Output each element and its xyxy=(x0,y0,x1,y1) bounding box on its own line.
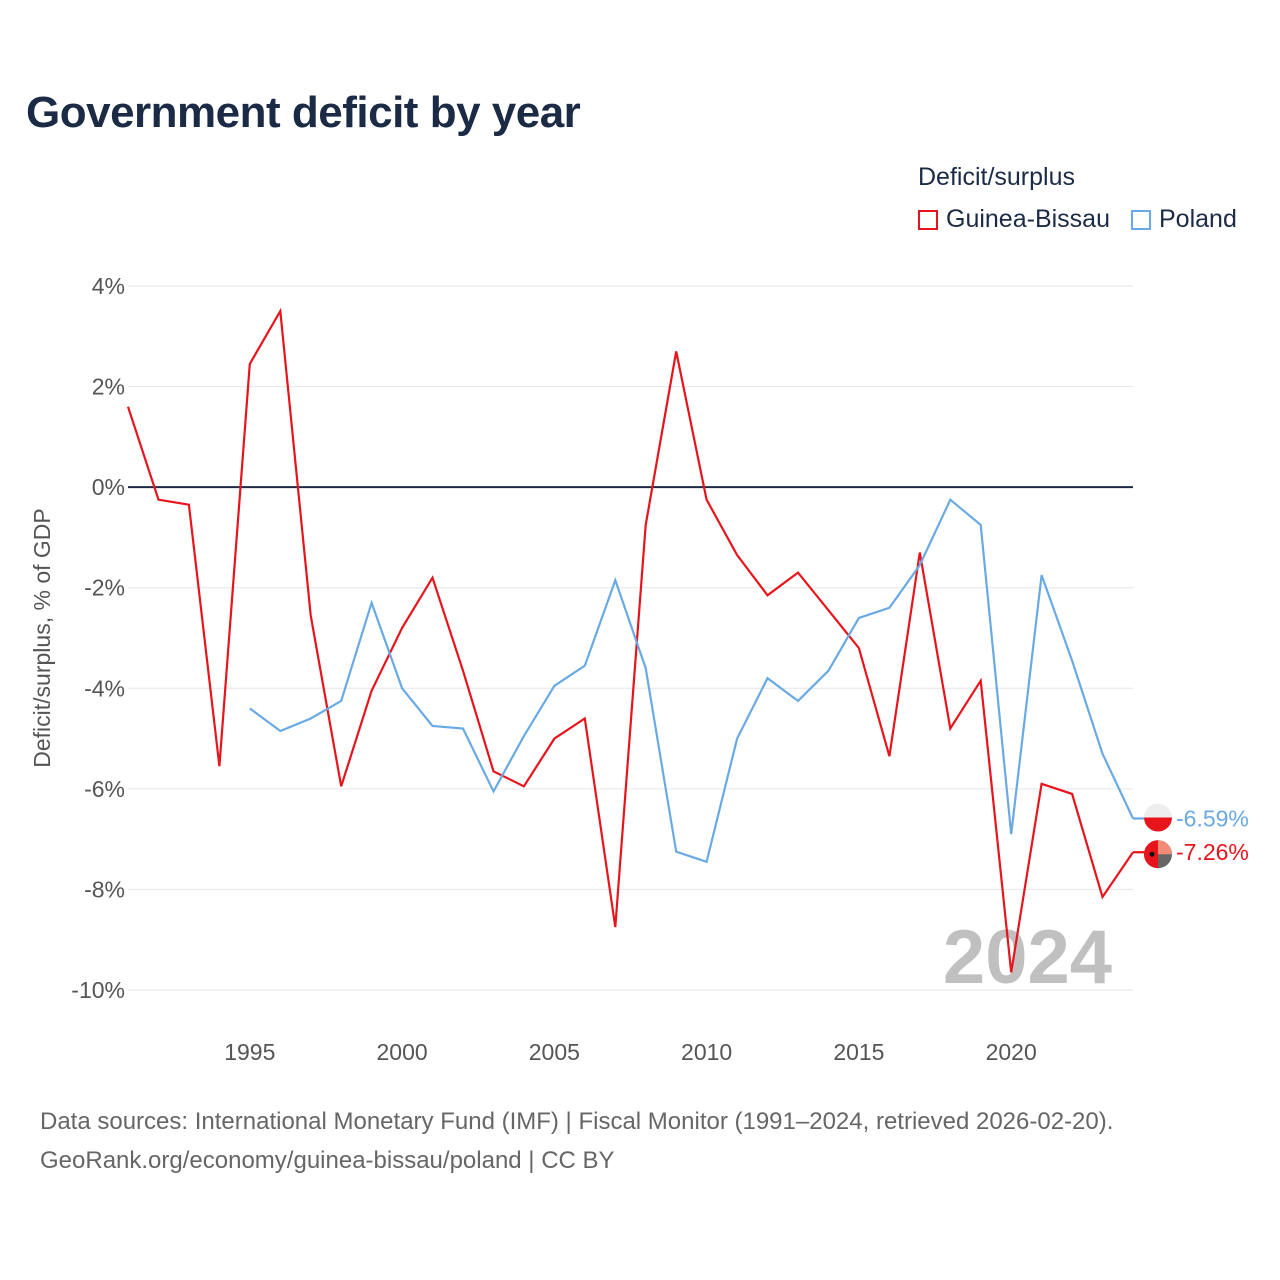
x-axis-ticks: 1995 2000 2005 2010 2015 2020 xyxy=(224,1039,1037,1065)
grid-lines xyxy=(128,285,1133,991)
x-tick-label: 2015 xyxy=(833,1039,884,1065)
legend-item-poland[interactable]: Poland xyxy=(1131,205,1237,234)
series-line-poland[interactable] xyxy=(249,497,1134,864)
series-line-guinea-bissau[interactable] xyxy=(126,307,1134,973)
legend-swatch-guinea-bissau xyxy=(918,209,938,230)
y-axis-label: Deficit/surplus, % of GDP xyxy=(29,508,55,767)
y-tick-label: -10% xyxy=(71,977,125,1003)
end-label-guinea-bissau: -7.26% xyxy=(1176,839,1249,865)
year-watermark: 2024 xyxy=(943,915,1112,1000)
x-tick-label: 2020 xyxy=(986,1039,1037,1065)
x-tick-label: 2010 xyxy=(681,1039,732,1065)
y-tick-label: -8% xyxy=(84,876,125,902)
y-tick-label: 0% xyxy=(92,474,125,500)
y-tick-label: -4% xyxy=(84,675,125,701)
poland-flag-icon[interactable] xyxy=(1144,803,1172,832)
x-tick-label: 2005 xyxy=(529,1039,580,1065)
poland-flag-red-half xyxy=(1144,817,1172,832)
y-tick-label: -2% xyxy=(84,575,125,601)
guinea-bissau-flag-star xyxy=(1149,851,1155,857)
legend-title: Deficit/surplus xyxy=(918,163,1075,191)
y-tick-label: 2% xyxy=(92,374,125,400)
y-tick-label: -6% xyxy=(84,776,125,802)
y-axis-ticks: 4% 2% 0% -2% -4% -6% -8% -10% xyxy=(71,273,125,1003)
x-tick-label: 2000 xyxy=(377,1039,428,1065)
data-source-note: Data sources: International Monetary Fun… xyxy=(40,1108,1114,1135)
legend-label-poland: Poland xyxy=(1159,205,1237,233)
guinea-bissau-flag-icon[interactable] xyxy=(1144,840,1172,869)
guinea-bissau-flag-top-right xyxy=(1158,840,1172,855)
chart-title: Government deficit by year xyxy=(26,88,581,137)
end-label-poland: -6.59% xyxy=(1176,806,1249,832)
y-tick-label: 4% xyxy=(92,273,125,299)
legend-item-guinea-bissau[interactable]: Guinea-Bissau xyxy=(918,205,1110,234)
series-lines xyxy=(126,307,1158,973)
legend-label-guinea-bissau: Guinea-Bissau xyxy=(946,205,1110,233)
legend-swatch-poland xyxy=(1131,209,1151,230)
source-link[interactable]: GeoRank.org/economy/guinea-bissau/poland… xyxy=(40,1147,615,1174)
x-tick-label: 1995 xyxy=(224,1039,275,1065)
